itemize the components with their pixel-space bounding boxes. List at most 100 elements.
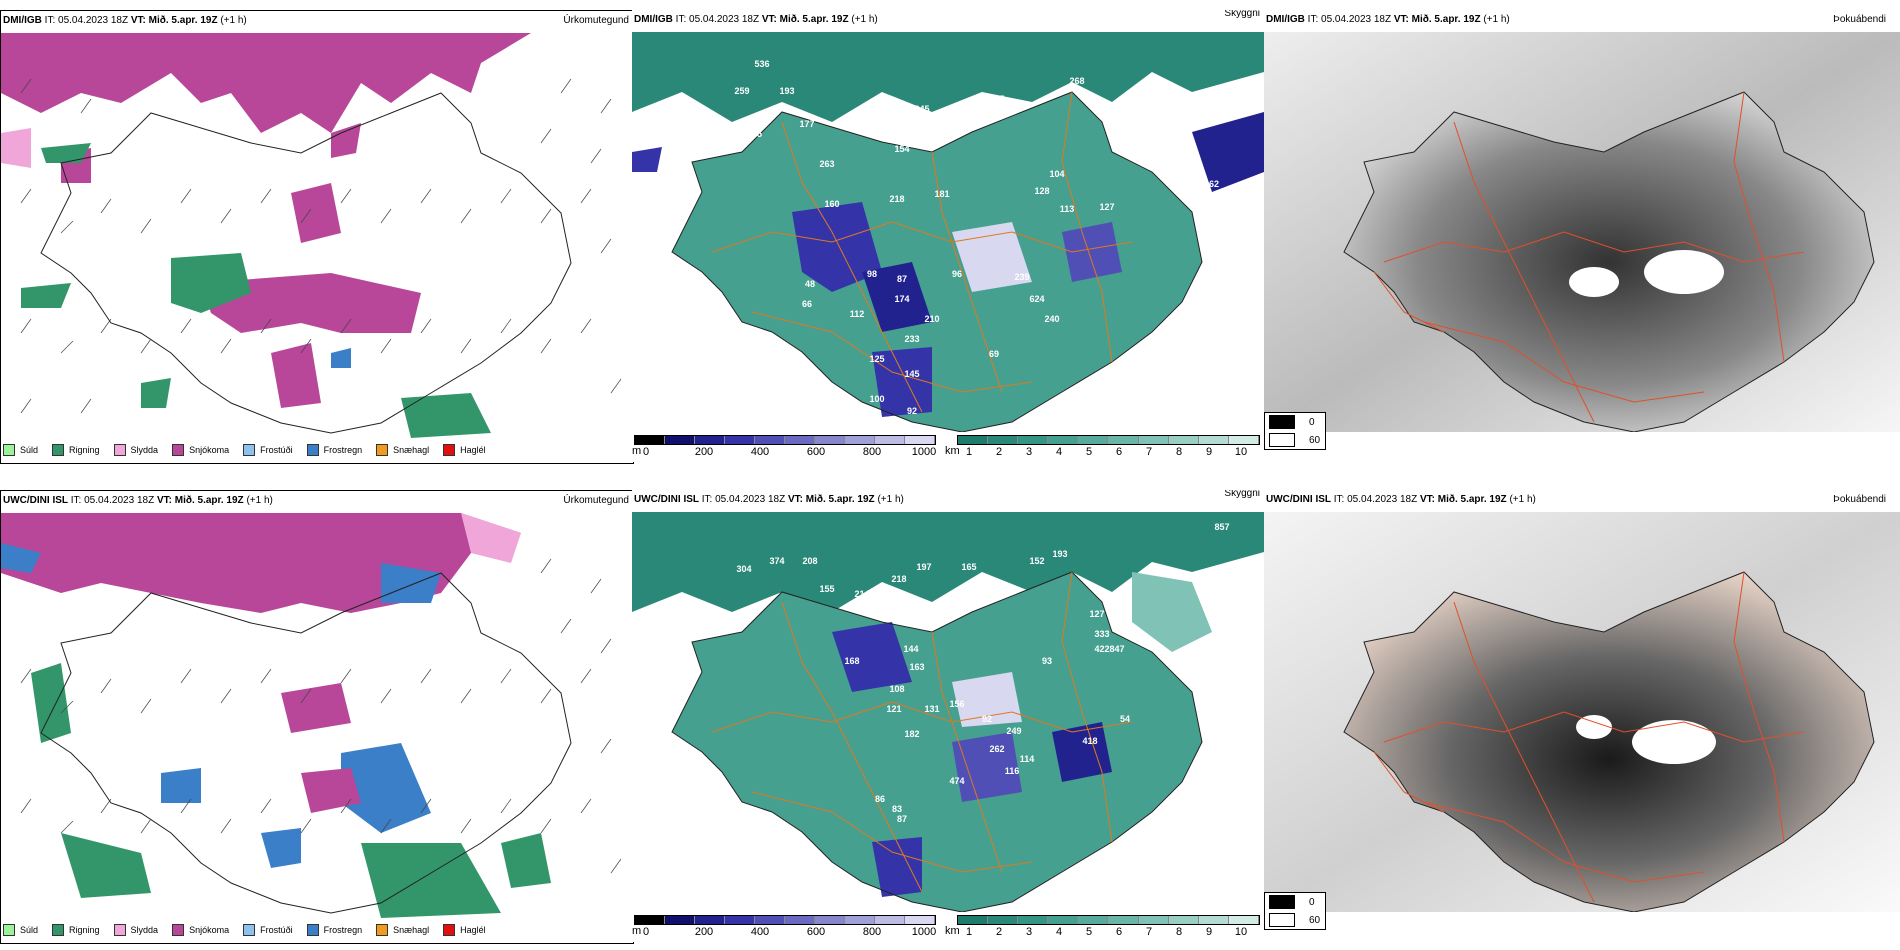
cloud-label: 113 xyxy=(1060,204,1075,214)
cloud-label: 333 xyxy=(1094,629,1109,639)
fog-index-map xyxy=(1264,32,1900,432)
scale-ticks: 0 200 400 600 800 1000 xyxy=(642,446,937,458)
precip-type-legend: Súld Rigning Slydda Snjókoma Frostúði Fr… xyxy=(3,921,500,939)
fog-legend-row: 0 xyxy=(1265,413,1325,431)
legend-swatch xyxy=(243,444,256,456)
fog-index-map xyxy=(1264,512,1900,912)
cloud-label: 125 xyxy=(869,354,884,364)
cloud-label: 104 xyxy=(1049,169,1064,179)
cloud-label: 121 xyxy=(886,704,901,714)
panel-header: DMI/IGB IT: 05.04.2023 18Z VT: Mið. 5.ap… xyxy=(1266,12,1896,28)
panel-title: Þokuábendi xyxy=(1833,494,1886,505)
fog-panel-row1: DMI/IGB IT: 05.04.2023 18Z VT: Mið. 5.ap… xyxy=(1264,10,1900,462)
legend-item: Frostúði xyxy=(243,924,293,936)
cloud-label: 210 xyxy=(924,314,939,324)
cloud-label: 218 xyxy=(889,194,904,204)
panel-title: Þokuábendi xyxy=(1833,14,1886,25)
cloud-label: 152 xyxy=(1029,556,1044,566)
cloud-label: 87 xyxy=(897,274,907,284)
cloud-label: 66 xyxy=(802,299,812,309)
legend-swatch xyxy=(443,444,456,456)
legend-swatch xyxy=(376,444,389,456)
legend-item: Frostregn xyxy=(306,924,362,936)
cloud-label: 83 xyxy=(892,804,902,814)
cloud-base-scale: m 0 200 400 600 800 1000 xyxy=(632,915,937,939)
legend-item: Haglél xyxy=(443,444,486,456)
cloud-label: 156 xyxy=(949,699,964,709)
visibility-scale: km 1 2 3 4 5 6 7 8 9 10 xyxy=(945,915,1260,939)
cloud-label: 474 xyxy=(949,776,964,786)
cloud-label: 263 xyxy=(819,159,834,169)
legend-swatch xyxy=(52,444,65,456)
panel-title: Úrkomutegund xyxy=(563,495,629,506)
scale-bar xyxy=(957,915,1260,925)
cloud-label: 174 xyxy=(894,294,909,304)
cloud-label: 218 xyxy=(891,574,906,584)
legend-swatch xyxy=(113,444,126,456)
scale-bar xyxy=(634,915,936,925)
cloud-label: 65 xyxy=(1207,196,1217,206)
legend-item: Rigning xyxy=(52,444,100,456)
cloud-label: 214 xyxy=(854,589,869,599)
fog-legend-row: 60 xyxy=(1265,911,1325,929)
cloud-label: 92 xyxy=(982,714,992,724)
cloud-label: 93 xyxy=(1042,656,1052,666)
cloud-base-map: 304 374 208 155 214 218 197 165 152 193 … xyxy=(632,512,1264,912)
scale-ticks: 0 200 400 600 800 1000 xyxy=(642,926,937,938)
cloud-base-map: 536 259 193 45 177 263 245 317 305 268 1… xyxy=(632,32,1264,432)
cloud-label: 181 xyxy=(934,189,949,199)
fog-legend: 0 60 xyxy=(1264,412,1326,450)
scale-ticks: 1 2 3 4 5 6 7 8 9 10 xyxy=(965,446,1248,458)
cloud-label: 131 xyxy=(924,704,939,714)
panel-header: UWC/DINI ISL IT: 05.04.2023 18Z VT: Mið.… xyxy=(3,493,629,509)
cloud-label: 112 xyxy=(850,309,865,319)
legend-item: Slydda xyxy=(113,924,158,936)
legend-item: Snjókoma xyxy=(172,924,229,936)
cloud-label: 71 xyxy=(1205,644,1215,654)
cloud-label: 259 xyxy=(734,86,749,96)
legend-item: Frostúði xyxy=(243,444,293,456)
legend-item: Súld xyxy=(3,444,38,456)
cloud-label: 48 xyxy=(805,279,815,289)
cloud-label: 127 xyxy=(1089,609,1104,619)
cloud-label: 67 xyxy=(1227,184,1237,194)
panel-title: Skyggni xyxy=(1224,490,1260,499)
cloud-label: 144 xyxy=(903,644,918,654)
precip-type-panel-row2: UWC/DINI ISL IT: 05.04.2023 18Z VT: Mið.… xyxy=(0,490,634,944)
legend-swatch xyxy=(3,924,15,936)
cloud-label: 87 xyxy=(897,814,907,824)
cloud-label: 418 xyxy=(1082,736,1097,746)
cloud-label: 193 xyxy=(1052,549,1067,559)
cloud-label: 847 xyxy=(1109,644,1124,654)
panel-header: UWC/DINI ISL IT: 05.04.2023 18Z VT: Mið.… xyxy=(1266,492,1896,508)
cloud-label: 624 xyxy=(1029,294,1044,304)
cloud-label: 249 xyxy=(1006,726,1021,736)
cloud-label: 114 xyxy=(1020,754,1035,764)
cloud-label: 168 xyxy=(844,656,859,666)
legend-swatch xyxy=(52,924,65,936)
cloud-label: 86 xyxy=(875,794,885,804)
fog-legend: 0 60 xyxy=(1264,892,1326,930)
scale-ticks: 1 2 3 4 5 6 7 8 9 10 xyxy=(965,926,1248,938)
legend-swatch xyxy=(306,444,319,456)
cloud-label: 96 xyxy=(952,269,962,279)
legend-item: Rigning xyxy=(52,924,100,936)
fog-legend-row: 60 xyxy=(1265,431,1325,449)
cloud-label: 305 xyxy=(989,94,1004,104)
fog-legend-row: 0 xyxy=(1265,893,1325,911)
cloud-label: 233 xyxy=(904,334,919,344)
cloud-label: 45 xyxy=(752,129,762,139)
cloud-label: 268 xyxy=(1069,76,1084,86)
panel-title: Úrkomutegund xyxy=(563,15,629,26)
cloud-label: 116 xyxy=(1005,766,1020,776)
cloud-label: 536 xyxy=(754,59,769,69)
panel-header: DMI/IGB IT: 05.04.2023 18Z VT: Mið. 5.ap… xyxy=(634,10,1260,28)
cloud-label: 127 xyxy=(1099,202,1114,212)
precip-type-map xyxy=(1,513,633,923)
legend-item: Snjókoma xyxy=(172,444,229,456)
legend-swatch xyxy=(376,924,389,936)
cloud-label: 262 xyxy=(989,744,1004,754)
cloud-label: 69 xyxy=(989,349,999,359)
legend-item: Slydda xyxy=(113,444,158,456)
cloud-label: 54 xyxy=(1120,714,1130,724)
